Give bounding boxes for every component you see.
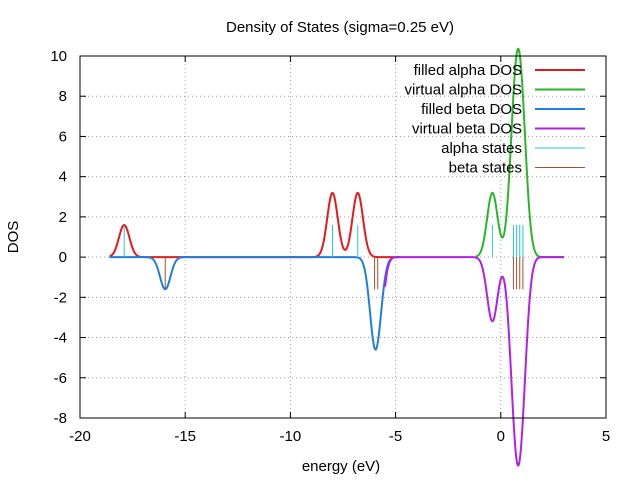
x-axis-label: energy (eV) [302,458,380,475]
dos-curve [384,256,564,467]
y-tick-label: -4 [54,330,67,347]
x-tick-label: 5 [602,428,610,445]
x-tick-label: -5 [389,428,402,445]
legend-entry-label: beta states [449,160,522,177]
legend: filled alpha DOS virtual alpha DOS filled … [404,62,585,177]
y-tick-label: 0 [59,249,67,266]
y-tick-label: -6 [54,370,67,387]
y-tick-label: 6 [59,128,67,145]
y-tick-label: -2 [54,289,67,306]
state-sticks [123,224,524,290]
grid [80,56,606,418]
y-tick-label: 8 [59,88,67,105]
plot-frame [79,55,607,419]
x-tick-label: 0 [497,428,505,445]
y-tick-label: 2 [59,209,67,226]
legend-entry-label: alpha states [441,140,522,157]
y-axis-label: DOS [5,221,22,254]
y-tick-label: -8 [54,410,67,427]
dos-curve [109,256,400,351]
legend-entry-label: filled alpha DOS [414,62,522,79]
y-tick-label: 4 [59,169,67,186]
y-tick-label: 10 [50,48,67,65]
x-tick-label: -10 [280,428,302,445]
series-curves [109,47,564,467]
chart-title: Density of States (sigma=0.25 eV) [226,19,454,36]
x-tick-label: -20 [69,428,91,445]
legend-entry-label: virtual alpha DOS [404,82,522,99]
legend-entry-label: filled beta DOS [421,101,522,118]
dos-curve [109,191,400,259]
legend-entry-label: virtual beta DOS [412,121,522,138]
x-tick-label: -15 [174,428,196,445]
